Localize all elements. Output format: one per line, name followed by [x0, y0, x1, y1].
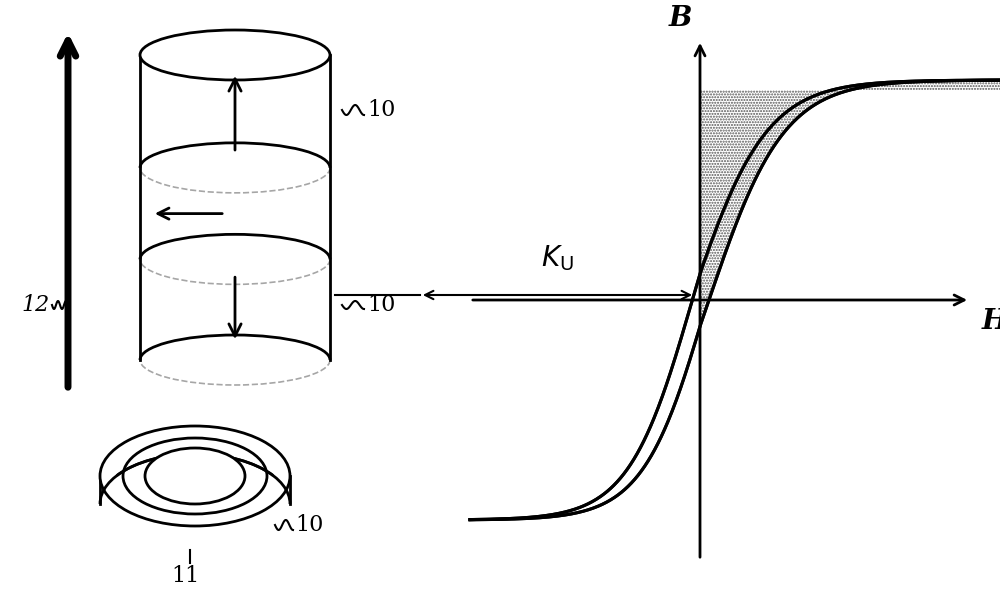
Text: H: H	[982, 308, 1000, 335]
Polygon shape	[700, 80, 1000, 325]
Text: 10: 10	[367, 294, 395, 316]
Text: $K_\mathsf{U}$: $K_\mathsf{U}$	[541, 243, 574, 273]
Ellipse shape	[145, 448, 245, 504]
Text: 10: 10	[367, 99, 395, 121]
Text: 10: 10	[295, 514, 323, 536]
Bar	[140, 55, 330, 360]
Text: 12: 12	[22, 294, 50, 316]
Text: 11: 11	[171, 565, 199, 587]
Polygon shape	[701, 80, 1000, 325]
Ellipse shape	[140, 30, 330, 80]
Text: B: B	[668, 5, 692, 32]
Ellipse shape	[100, 426, 290, 526]
